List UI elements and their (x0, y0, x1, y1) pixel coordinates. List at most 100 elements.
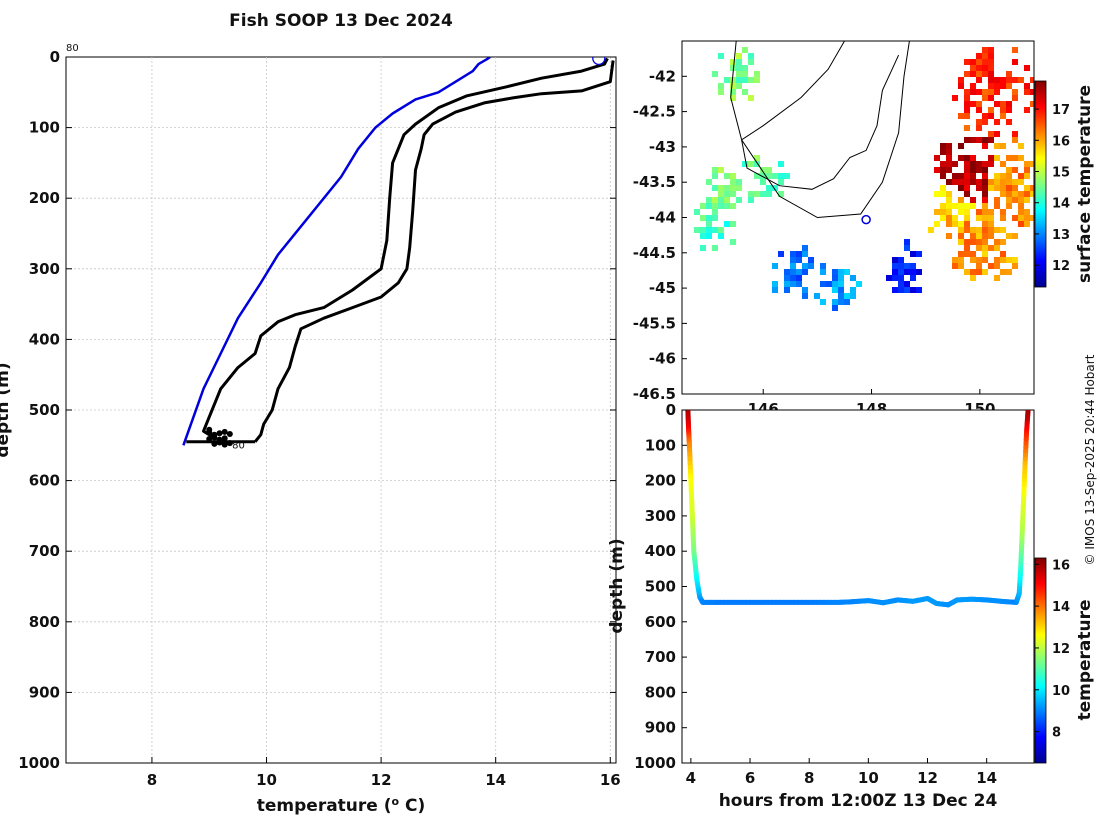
sst-cell (1012, 185, 1018, 191)
sst-cell (754, 155, 760, 161)
sst-cell (1006, 119, 1012, 125)
y-tick-label: 400 (29, 330, 60, 348)
y-tick-label: 200 (29, 189, 60, 207)
sst-cell (976, 245, 982, 251)
map-y-tick-label: -45 (649, 279, 676, 297)
sst-cell (724, 185, 730, 191)
sst-cell (712, 173, 718, 179)
sst-colorbar-tick-label: 14 (1052, 197, 1070, 212)
sst-cell (1000, 107, 1006, 113)
sst-cell (1024, 65, 1030, 71)
sst-colorbar-tick-label: 12 (1052, 259, 1070, 274)
sst-cell (940, 185, 946, 191)
y-tick-label: 700 (29, 542, 60, 560)
sst-cell (772, 281, 778, 287)
sst-cell (706, 197, 712, 203)
sst-cell (898, 263, 904, 269)
sst-cell (976, 119, 982, 125)
sst-cell (994, 179, 1000, 185)
sst-cell (838, 269, 844, 275)
sst-cell (982, 203, 988, 209)
sst-cell (718, 197, 724, 203)
sst-cell (778, 161, 784, 167)
sst-cell (946, 209, 952, 215)
sst-cell (994, 197, 1000, 203)
sst-cell (724, 191, 730, 197)
sst-cell (964, 155, 970, 161)
sst-cell (898, 257, 904, 263)
profile-line-2 (253, 60, 615, 443)
sst-cell (736, 71, 742, 77)
sst-cell (1024, 197, 1030, 203)
sst-cell (1006, 197, 1012, 203)
sst-cell (706, 215, 712, 221)
x-tick-label: 8 (147, 771, 157, 789)
sst-cell (754, 191, 760, 197)
sst-cell (958, 83, 964, 89)
sst-cell (1018, 215, 1024, 221)
sst-cell (784, 287, 790, 293)
sst-cell (964, 215, 970, 221)
sst-cell (730, 179, 736, 185)
dt-y-tick-label: 800 (645, 683, 676, 701)
sst-cell (970, 173, 976, 179)
sst-cell (1012, 257, 1018, 263)
sst-cell (742, 77, 748, 83)
sst-cell (946, 215, 952, 221)
sst-cell (910, 269, 916, 275)
sst-cell (946, 149, 952, 155)
sst-cell (706, 233, 712, 239)
sst-cell (748, 197, 754, 203)
sst-cell (1006, 185, 1012, 191)
sst-cell (982, 185, 988, 191)
sst-cell (1012, 191, 1018, 197)
temp-colorbar-tick-label: 16 (1052, 558, 1070, 573)
sst-cell (970, 233, 976, 239)
sst-cell (1006, 167, 1012, 173)
sst-cell (970, 257, 976, 263)
profile-series (182, 57, 615, 448)
sst-cell (820, 281, 826, 287)
sst-cell (790, 257, 796, 263)
sst-cell (958, 209, 964, 215)
sst-cell (958, 143, 964, 149)
sst-cell (778, 179, 784, 185)
sst-cell (1030, 161, 1034, 167)
sst-cell (898, 275, 904, 281)
sst-cell (964, 227, 970, 233)
sst-cell (964, 191, 970, 197)
sst-cell (952, 179, 958, 185)
sst-cell (982, 197, 988, 203)
sst-cell (742, 65, 748, 71)
sst-cell (760, 191, 766, 197)
sst-cell (712, 209, 718, 215)
sst-cell (958, 173, 964, 179)
sst-cell (916, 287, 922, 293)
y-tick-label: 300 (29, 260, 60, 278)
sst-cell (982, 269, 988, 275)
sst-cell (994, 131, 1000, 137)
bottom-scatter-point (211, 434, 218, 441)
sst-cell (1012, 131, 1018, 137)
bottom-scatter-point (216, 430, 223, 437)
sst-cell (994, 155, 1000, 161)
sst-cell (850, 275, 856, 281)
sst-cell (952, 263, 958, 269)
sst-cell (730, 185, 736, 191)
sst-cell (730, 95, 736, 101)
x-tick-label: 16 (600, 771, 621, 789)
sst-cell (1012, 89, 1018, 95)
sst-cell (760, 173, 766, 179)
sst-cell (730, 221, 736, 227)
sst-cell (1012, 197, 1018, 203)
sst-cell (1000, 227, 1006, 233)
sst-cell (988, 233, 994, 239)
sst-cell (1006, 83, 1012, 89)
sst-cell (772, 185, 778, 191)
sst-cell (718, 167, 724, 173)
sst-cell (994, 245, 1000, 251)
sst-cell (934, 191, 940, 197)
sst-cell (718, 53, 724, 59)
dt-x-tick-label: 6 (745, 769, 755, 787)
sst-cell (964, 221, 970, 227)
